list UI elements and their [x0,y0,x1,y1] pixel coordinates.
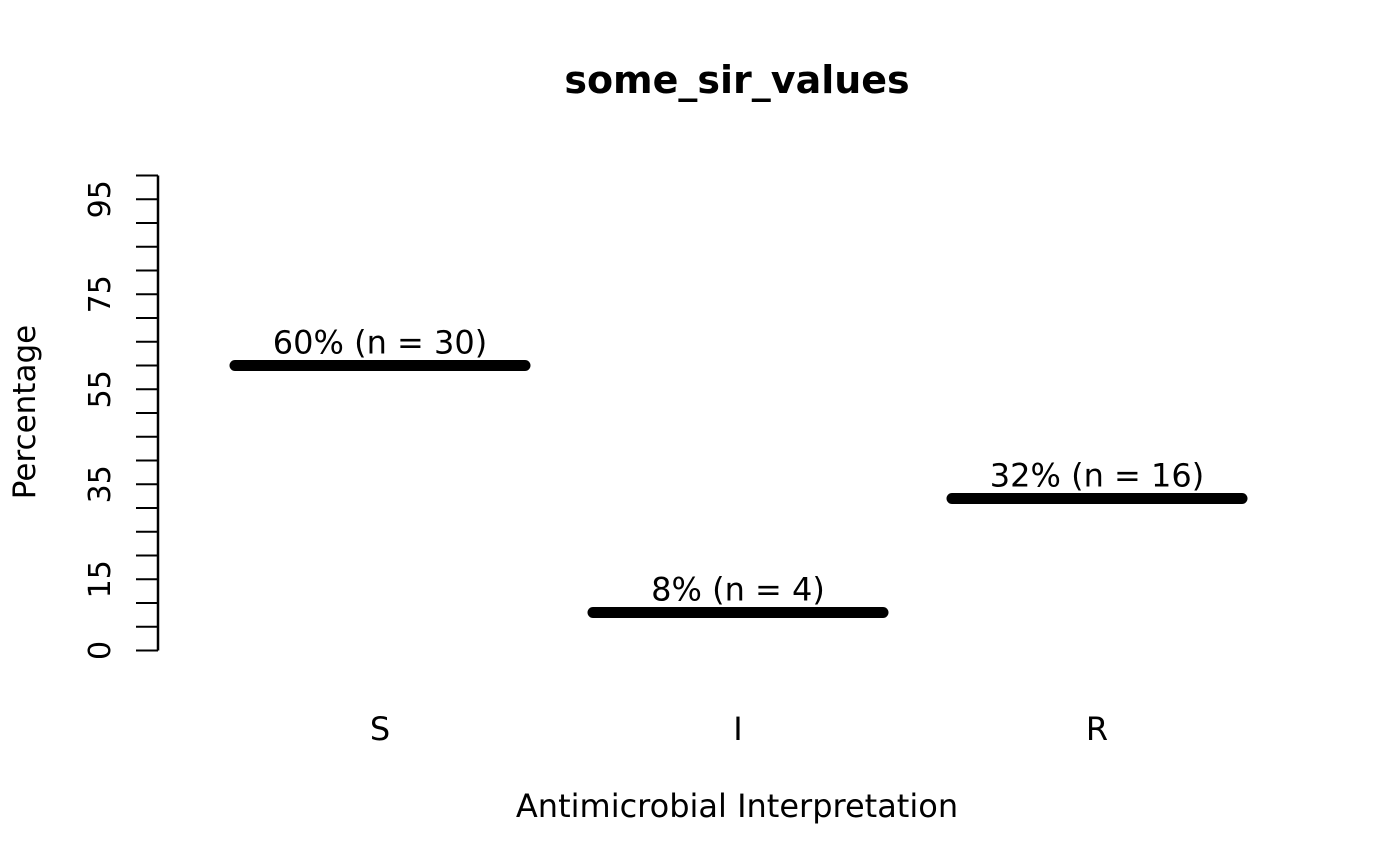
x-tick-label-i: I [733,710,742,748]
x-tick-label-r: R [1086,710,1108,748]
chart-title: some_sir_values [564,58,910,102]
y-axis-title: Percentage [7,324,43,500]
y-tick-label: 95 [83,180,118,218]
value-label-i: 8% (n = 4) [651,571,825,609]
y-tick-label: 55 [83,370,118,408]
y-tick-label: 35 [83,465,118,503]
value-label-s: 60% (n = 30) [273,324,487,362]
y-tick-label: 75 [83,275,118,313]
x-tick-label-s: S [370,710,390,748]
x-axis-title: Antimicrobial Interpretation [515,787,959,825]
y-tick-label: 15 [83,560,118,598]
value-label-r: 32% (n = 16) [990,457,1204,495]
y-tick-label: 0 [83,641,118,660]
